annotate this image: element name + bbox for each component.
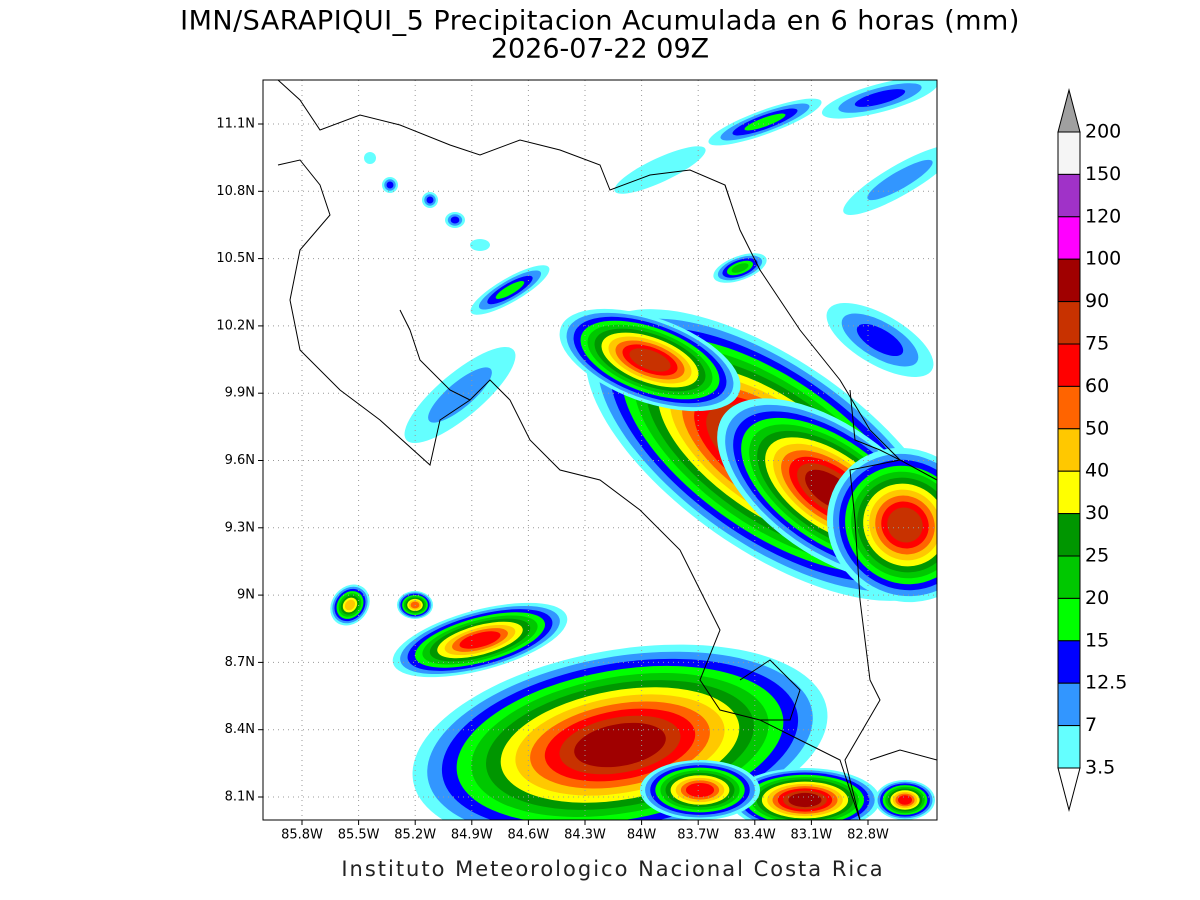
colorbar-label: 60 — [1085, 375, 1109, 397]
border — [844, 389, 902, 820]
lon-label: 84.9W — [451, 828, 493, 843]
precipitation-field — [330, 80, 937, 820]
rain-contour — [470, 239, 490, 251]
colorbar-label: 3.5 — [1085, 757, 1115, 779]
lat-label: 10.8N — [216, 184, 255, 199]
colorbar-swatch — [1057, 343, 1081, 387]
colorbar-label: 15 — [1085, 629, 1109, 651]
coastline — [724, 184, 937, 481]
lon-label: 83.1W — [790, 828, 832, 843]
lat-label: 10.5N — [216, 251, 255, 266]
colorbar-label: 7 — [1085, 714, 1097, 736]
rain-contour — [629, 348, 671, 372]
colorbar-swatch — [1057, 597, 1081, 642]
lat-label: 11.1N — [216, 117, 255, 132]
colorbar-label: 12.5 — [1085, 672, 1127, 694]
lat-label: 9.6N — [225, 453, 255, 468]
colorbar-under — [1057, 767, 1081, 812]
colorbar-label: 150 — [1085, 163, 1121, 185]
subtitle: 2026-07-22 09Z — [491, 34, 709, 65]
colorbar-label: 20 — [1085, 587, 1109, 609]
rain-contour — [574, 722, 666, 768]
lon-label: 85.2W — [394, 828, 436, 843]
colorbar-label: 30 — [1085, 502, 1109, 524]
lat-label: 9.9N — [225, 386, 255, 401]
rain-contour — [386, 181, 394, 189]
rain-contour — [459, 631, 501, 649]
lon-label: 84.3W — [564, 828, 606, 843]
lon-label: 85.5W — [338, 828, 380, 843]
colorbar-swatch — [1057, 725, 1081, 769]
colorbar-label: 50 — [1085, 417, 1109, 439]
rain-contour — [685, 782, 715, 798]
lon-label: 83.7W — [677, 828, 719, 843]
map-frame — [262, 79, 938, 821]
rain-contour — [867, 159, 933, 201]
colorbar-swatch — [1057, 428, 1081, 472]
coastline — [277, 159, 861, 820]
colorbar-label: 120 — [1085, 205, 1121, 227]
rain-contour — [364, 152, 376, 164]
colorbar-swatch — [1057, 173, 1081, 218]
lat-label: 9.3N — [225, 520, 255, 535]
rain-contour — [856, 323, 904, 357]
colorbar-label: 75 — [1085, 333, 1109, 355]
rain-contour — [744, 113, 786, 131]
rain-contour — [450, 216, 460, 224]
rain-contour — [614, 146, 706, 194]
coastline — [869, 749, 937, 761]
rain-contour — [731, 263, 749, 273]
lon-label: 83.4W — [734, 828, 776, 843]
colorbar-swatch — [1057, 385, 1081, 430]
coastline — [739, 659, 801, 721]
lat-label: 9N — [237, 588, 255, 603]
rain-contour — [897, 795, 913, 805]
lat-label: 8.1N — [225, 790, 255, 805]
colorbar-swatch — [1057, 216, 1081, 260]
lat-label: 8.4N — [225, 722, 255, 737]
rain-contour — [854, 89, 906, 107]
title: IMN/SARAPIQUI_5 Precipitacion Acumulada … — [180, 6, 1020, 37]
lat-label: 10.2N — [216, 318, 255, 333]
footer: Instituto Meteorologico Nacional Costa R… — [341, 857, 884, 881]
lon-label: 82.8W — [847, 828, 889, 843]
colorbar-swatch — [1057, 301, 1081, 345]
colorbar-swatch — [1057, 258, 1081, 303]
colorbar-label: 200 — [1085, 121, 1121, 143]
colorbar-over — [1057, 88, 1081, 133]
rain-contour — [495, 281, 525, 299]
lon-label: 85.8W — [281, 828, 323, 843]
coastline — [277, 80, 731, 201]
colorbar-swatch — [1057, 131, 1081, 175]
colorbar-label: 90 — [1085, 290, 1109, 312]
colorbar-label: 40 — [1085, 460, 1109, 482]
colorbar-swatch — [1057, 513, 1081, 557]
grid: 85.8W 85.5W 85.2W 84.9W 84.6W 84.3W 84W 83.7W 83… — [216, 80, 937, 843]
colorbar-label: 100 — [1085, 248, 1121, 270]
rain-contour — [887, 507, 923, 543]
colorbar: 200 150 120 100 90 75 60 50 40 30 25 20 15 12.5 7 3.5 — [1057, 88, 1127, 812]
rain-contour — [426, 196, 434, 204]
rain-contour — [344, 599, 356, 611]
lat-label: 8.7N — [225, 655, 255, 670]
colorbar-swatch — [1057, 470, 1081, 515]
colorbar-swatch — [1057, 555, 1081, 599]
colorbar-swatch — [1057, 640, 1081, 684]
coastline — [399, 309, 471, 401]
coastlines — [277, 80, 937, 820]
lon-label: 84.6W — [507, 828, 549, 843]
lon-label: 84W — [627, 828, 657, 843]
rain-contour — [788, 792, 822, 808]
colorbar-label: 25 — [1085, 545, 1109, 567]
colorbar-swatch — [1057, 682, 1081, 727]
